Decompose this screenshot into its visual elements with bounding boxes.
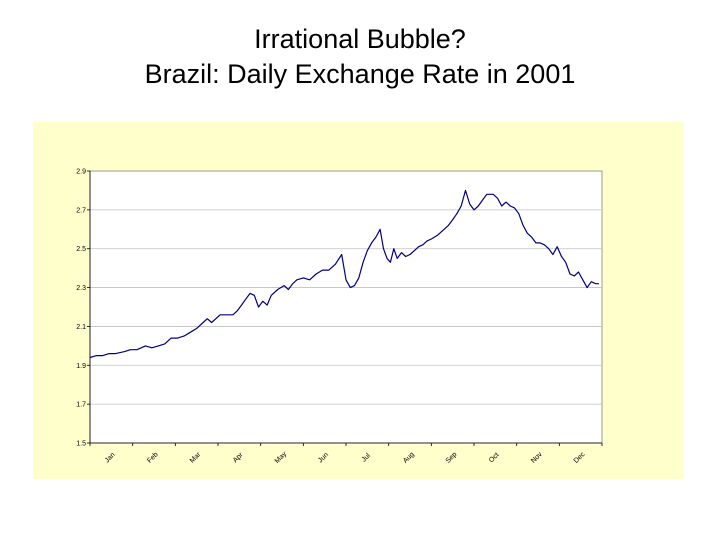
y-tick-label: 2.9 xyxy=(76,169,86,176)
plot-area xyxy=(89,170,603,444)
y-tick-label: 2.7 xyxy=(76,207,86,214)
y-tick-label: 1.7 xyxy=(76,402,86,409)
x-tick-label: May xyxy=(274,450,289,465)
exchange-rate-chart: 1.5 1.7 1.9 2.1 2.3 2.5 2.7 2.9 Jan Feb Mar Apr May J… xyxy=(76,169,603,465)
y-tick-label: 1.9 xyxy=(76,363,86,370)
title-line-1: Irrational Bubble? xyxy=(254,24,466,54)
x-tick-label: Feb xyxy=(146,451,160,465)
x-tick-label: Dec xyxy=(573,451,587,465)
x-tick-label: Apr xyxy=(232,451,245,464)
title-line-2: Brazil: Daily Exchange Rate in 2001 xyxy=(144,59,576,89)
x-tick-label: Mar xyxy=(189,451,203,465)
x-tick-label: Sep xyxy=(445,451,459,465)
exchange-rate-series-line xyxy=(89,189,599,359)
x-tick-label: Aug xyxy=(402,451,416,465)
x-tick-label: Jul xyxy=(361,452,373,464)
y-tick-label: 1.5 xyxy=(76,441,86,448)
y-tick-label: 2.3 xyxy=(76,285,86,292)
x-tick-label: Oct xyxy=(488,452,501,465)
x-tick-label: Jan xyxy=(104,451,117,464)
slide-title: Irrational Bubble? Brazil: Daily Exchang… xyxy=(0,22,720,92)
chart-area: 1.5 1.7 1.9 2.1 2.3 2.5 2.7 2.9 Jan Feb Mar Apr May J… xyxy=(33,122,684,479)
y-tick-label: 2.1 xyxy=(76,324,86,331)
x-tick-label: Jun xyxy=(317,451,330,464)
y-tick-label: 2.5 xyxy=(76,246,86,253)
x-tick-label: Nov xyxy=(530,451,544,465)
